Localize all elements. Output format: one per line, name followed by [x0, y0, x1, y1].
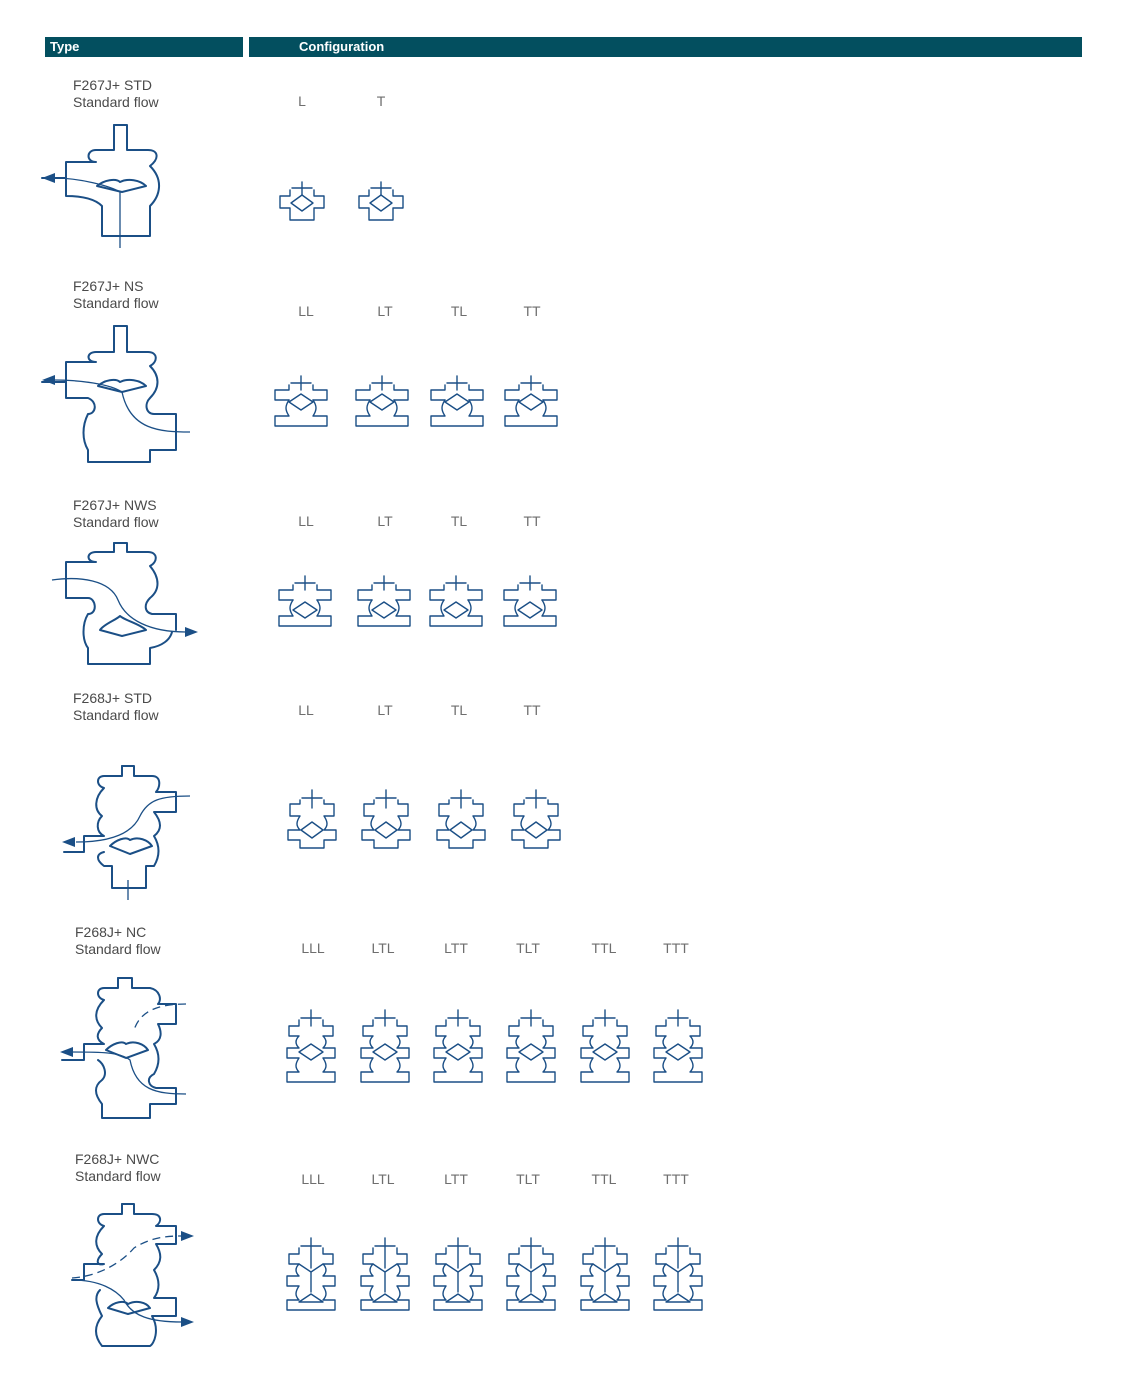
config-label: TTL [591, 1171, 617, 1187]
config-symbol [653, 1009, 703, 1083]
config-label: TTT [663, 1171, 689, 1187]
flow-type: Standard flow [73, 295, 159, 311]
config-symbol [278, 575, 332, 627]
config-label: T [376, 93, 386, 109]
config-symbol [274, 375, 328, 427]
config-label: LLL [301, 1171, 325, 1187]
config-symbol [653, 1237, 703, 1311]
model-name: F268J+ STD [73, 690, 152, 706]
config-symbol [433, 1237, 483, 1311]
config-label: LT [377, 513, 393, 529]
config-label: LTT [444, 1171, 468, 1187]
config-symbol [360, 1237, 410, 1311]
config-symbol [355, 375, 409, 427]
flow-type: Standard flow [75, 1168, 161, 1184]
config-label: TL [450, 513, 468, 529]
config-symbol [286, 1009, 336, 1083]
config-symbol [503, 575, 557, 627]
config-label: LT [377, 702, 393, 718]
config-label: LTT [444, 940, 468, 956]
config-label: LT [377, 303, 393, 319]
config-label: TTT [663, 940, 689, 956]
flow-type: Standard flow [73, 514, 159, 530]
valve-cross-section-f267-std [41, 124, 160, 248]
config-label: TL [450, 303, 468, 319]
config-symbol [358, 181, 404, 221]
row-type-label: F267J+ STD Standard flow [73, 77, 159, 111]
config-symbol [287, 789, 337, 849]
config-label: L [298, 93, 306, 109]
valve-cross-section-f268-std [62, 765, 191, 900]
config-label: LTL [371, 940, 395, 956]
model-name: F267J+ STD [73, 77, 152, 93]
row-type-label: F267J+ NWS Standard flow [73, 497, 159, 531]
config-symbol [580, 1237, 630, 1311]
config-symbol [506, 1237, 556, 1311]
config-label: LL [298, 513, 314, 529]
valve-cross-section-f267-ns [41, 325, 191, 463]
config-label: TTL [591, 940, 617, 956]
config-label: TT [523, 513, 541, 529]
config-symbol [430, 375, 484, 427]
config-symbol [580, 1009, 630, 1083]
config-symbol [429, 575, 483, 627]
valve-cross-section-f268-nwc [71, 1203, 194, 1347]
config-label: LLL [301, 940, 325, 956]
flow-type: Standard flow [75, 941, 161, 957]
model-name: F267J+ NS [73, 278, 144, 294]
config-label: LL [298, 303, 314, 319]
row-type-label: F268J+ NWC Standard flow [75, 1151, 161, 1185]
config-symbol [506, 1009, 556, 1083]
config-symbol [286, 1237, 336, 1311]
config-label: TT [523, 303, 541, 319]
config-symbol [279, 181, 325, 221]
model-name: F268J+ NWC [75, 1151, 160, 1167]
flow-type: Standard flow [73, 94, 159, 110]
config-label: LTL [371, 1171, 395, 1187]
model-name: F267J+ NWS [73, 497, 157, 513]
type-column-header: Type [45, 37, 243, 57]
config-symbol [433, 1009, 483, 1083]
config-symbol [436, 789, 486, 849]
config-symbol [511, 789, 561, 849]
configuration-column-header: Configuration [249, 37, 1082, 57]
row-type-label: F268J+ NC Standard flow [75, 924, 161, 958]
row-type-label: F268J+ STD Standard flow [73, 690, 159, 724]
flow-type: Standard flow [73, 707, 159, 723]
config-label: TL [450, 702, 468, 718]
config-label: LL [298, 702, 314, 718]
valve-cross-section-f267-nws [51, 542, 198, 665]
config-symbol [504, 375, 558, 427]
config-symbol [357, 575, 411, 627]
config-label: TLT [516, 1171, 540, 1187]
config-symbol [360, 1009, 410, 1083]
valve-cross-section-f268-nc [60, 977, 187, 1119]
row-type-label: F267J+ NS Standard flow [73, 278, 159, 312]
config-label: TT [523, 702, 541, 718]
config-label: TLT [516, 940, 540, 956]
model-name: F268J+ NC [75, 924, 147, 940]
config-symbol [361, 789, 411, 849]
